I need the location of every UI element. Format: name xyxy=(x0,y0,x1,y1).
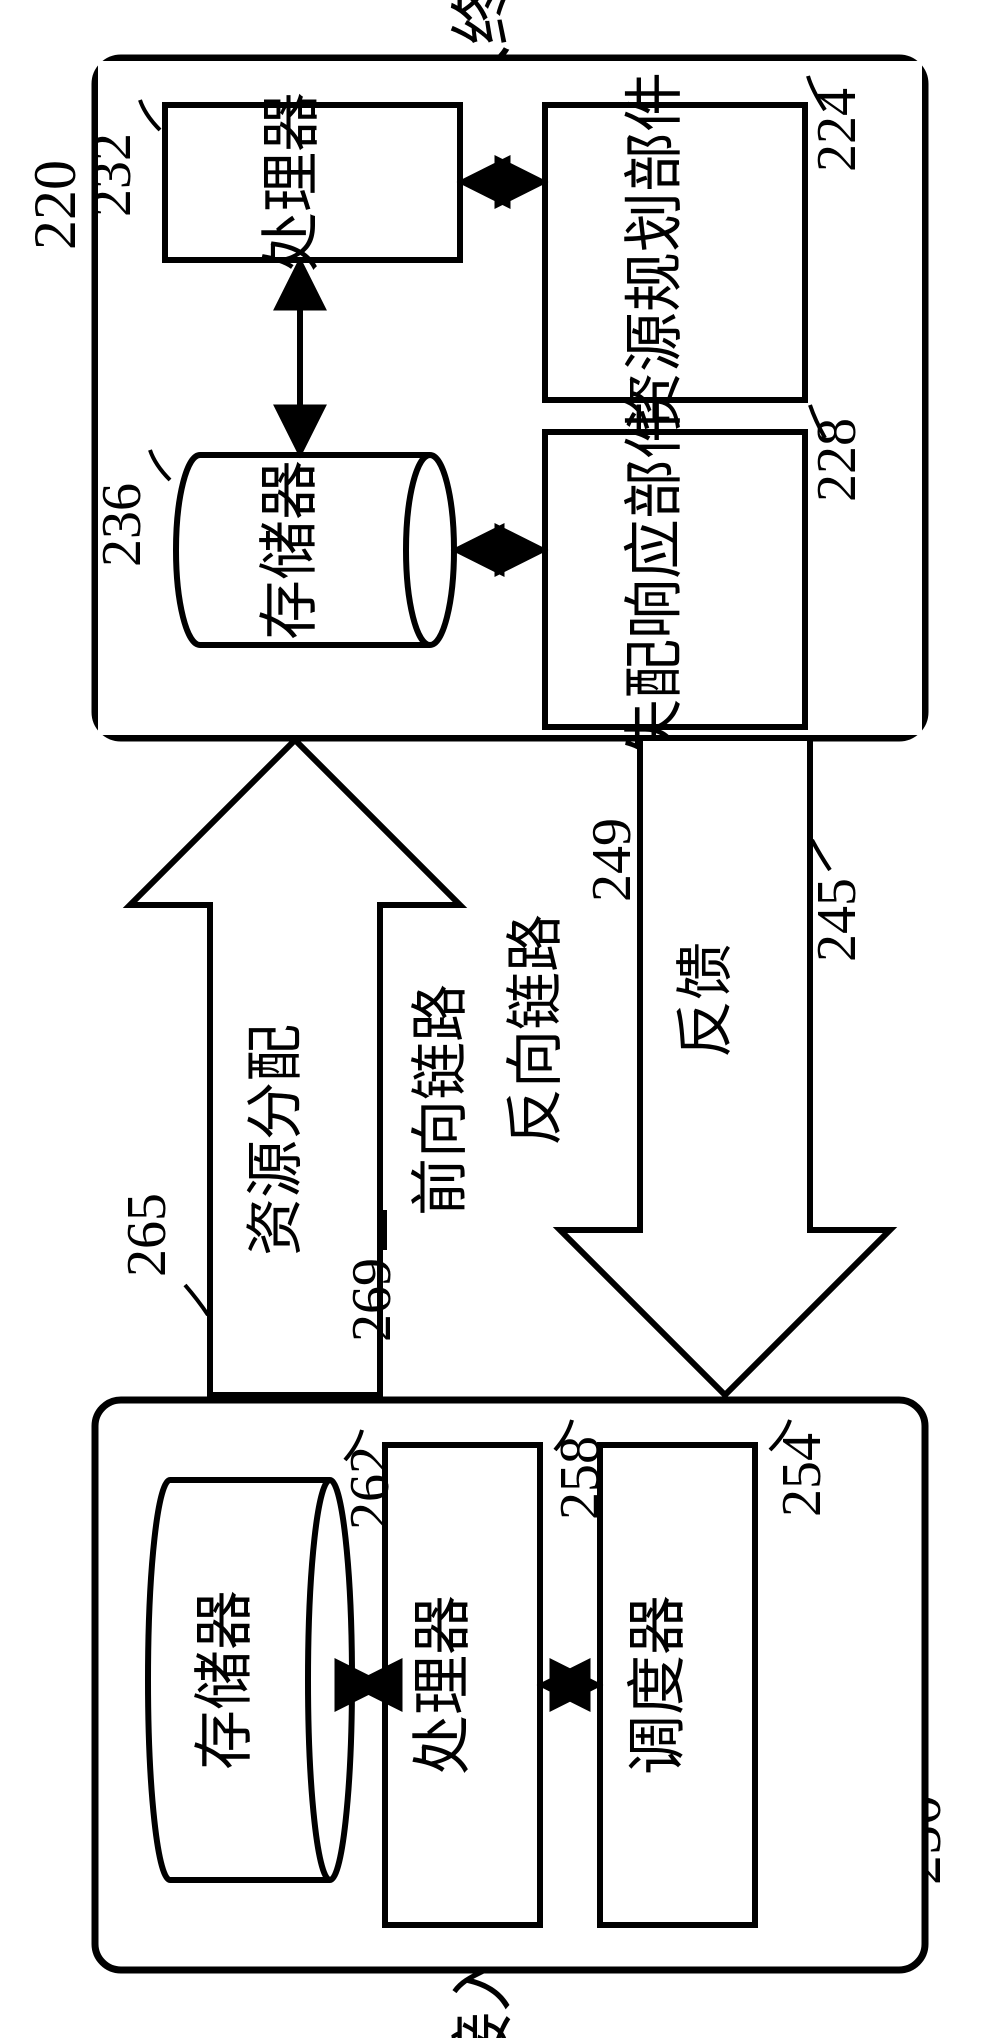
ref-224f: 224 xyxy=(806,88,868,172)
cyl-ap-memory: 存储器 xyxy=(148,1480,352,1880)
ref-269: 269 xyxy=(341,1258,403,1342)
ap-memory-cap xyxy=(308,1480,352,1880)
ref-258: 258 xyxy=(549,1436,611,1520)
lbl-ap-processor: 处理器 xyxy=(410,1595,476,1775)
lbl-scheduler: 调度器 xyxy=(625,1595,691,1775)
ref-262: 262 xyxy=(339,1446,401,1530)
ref-249: 249 xyxy=(581,818,643,902)
reverse-link-title: 反向链路 xyxy=(503,914,568,1146)
lbl-ap-memory: 存储器 xyxy=(192,1590,258,1770)
ref-228f: 228 xyxy=(806,418,868,502)
forward-link-title: 前向链路 xyxy=(408,984,473,1216)
lbl-terminal-memory: 存储器 xyxy=(257,460,323,640)
lbl-resource-planning: 资源规划部件 xyxy=(622,72,688,432)
ref-232f: 232 xyxy=(81,133,143,217)
reverse-link-inner-label: 反馈 xyxy=(673,942,738,1058)
forward-link-inner-label: 资源分配 xyxy=(243,1024,308,1256)
ref-236f: 236 xyxy=(91,483,153,567)
terminal-memory-cap2 xyxy=(406,455,454,645)
ref-245: 245 xyxy=(806,878,868,962)
ref-254: 254 xyxy=(771,1433,833,1517)
lbl-mismatch-response: 失配响应部件 xyxy=(622,399,688,759)
ref-265: 265 xyxy=(116,1193,178,1277)
ref-220: 220 xyxy=(22,160,88,250)
lbl-terminal-processor: 处理器 xyxy=(259,92,325,272)
